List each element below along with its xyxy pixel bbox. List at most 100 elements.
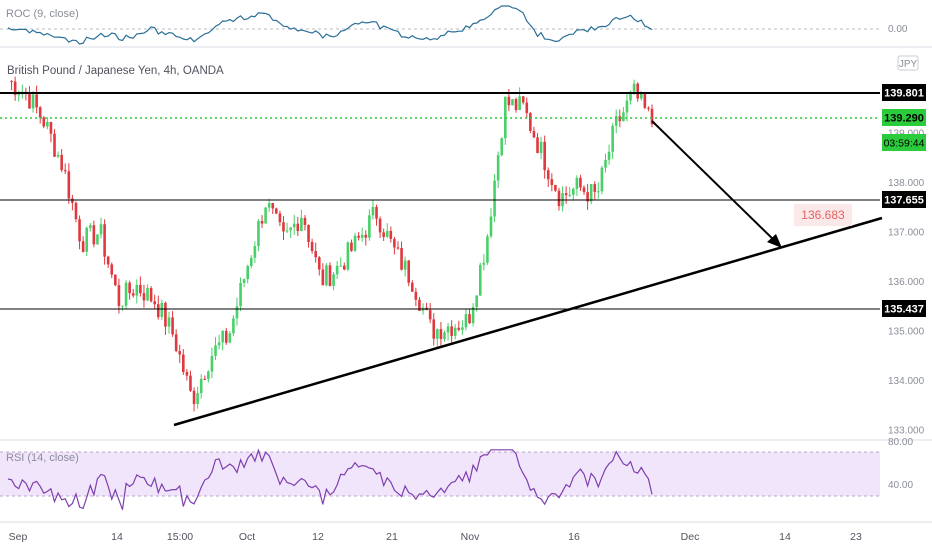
candle-down [321,263,325,286]
candle-up [607,144,611,165]
candle-body [267,203,271,208]
candle-body [428,310,432,320]
currency-badge-box[interactable] [897,55,919,71]
price-tick-label: 137.000 [888,228,925,239]
candle-down [275,207,278,215]
candle-body [418,299,421,311]
candle-down [174,329,178,353]
candle-down [110,262,114,279]
projection-arrow-line[interactable] [651,120,779,245]
candle-up [589,184,593,205]
candle-body [586,192,589,202]
price-tick-label: 135.000 [888,327,925,338]
candle-body [611,125,614,152]
candle-body [564,193,568,196]
ascending-trendline[interactable] [173,216,883,427]
candle-up [196,386,199,409]
candle-body [446,326,450,333]
candle-body [478,264,482,296]
time-tick-label: Dec [681,531,700,543]
candle-body [10,80,13,82]
candle-body [60,154,63,171]
candle-up [575,175,579,196]
candlestick-series [10,76,654,412]
candle-body [275,208,278,214]
candle-body [192,390,196,404]
candle-body [253,245,257,258]
candle-body [135,284,139,296]
candle-down [439,322,443,348]
candle-down [117,278,121,314]
candle-body [239,282,242,307]
candle-down [224,327,228,345]
candle-up [471,303,475,327]
candle-body [203,378,207,380]
candle-body [575,177,579,189]
candle-up [221,330,224,351]
candle-up [500,137,504,157]
candle-body [124,282,128,306]
candle-up [482,254,486,271]
price-axis-ticks: 139.000138.000137.000136.000135.000134.0… [888,129,925,437]
candle-body [114,274,117,286]
candle-up [253,241,257,263]
currency-badge[interactable]: JPY [899,59,918,70]
candle-up [285,222,289,234]
candle-body [393,238,396,248]
candle-body [149,287,153,302]
candle-body [242,279,246,283]
candle-up [371,200,375,220]
time-axis[interactable]: Sep 14 15:00 Oct 12 21 Nov 16 Dec 14 23 [9,531,862,543]
candle-down [550,173,554,192]
candle-up [232,315,235,337]
candle-body [468,314,471,324]
candle-body [335,265,339,275]
price-tick-label: 134.000 [888,376,925,387]
candle-up [135,279,139,304]
candle-down [554,184,557,192]
candle-up [325,263,328,287]
candle-body [81,241,85,252]
candle-body [432,319,436,339]
candle-body [343,265,346,270]
candle-body [618,116,622,122]
candle-up [160,299,164,320]
candle-up [511,99,514,106]
candle-down [328,262,332,287]
candle-down [178,344,182,364]
resistance-price-badge: 139.801 [884,88,924,100]
candle-body [360,234,364,238]
last-price-badge: 139.290 [884,113,924,125]
candle-body [579,177,582,188]
candle-body [189,375,192,391]
candle-body [164,302,167,327]
candle-up [257,219,260,252]
candle-body [178,351,182,355]
candle-body [278,213,282,223]
candle-body [78,219,81,242]
price-tick-label: 133.000 [888,426,925,437]
candle-body [235,306,239,319]
candle-up [353,232,357,252]
candle-body [67,171,71,199]
price-axis[interactable]: JPY 139.000138.000137.000136.000135.0001… [882,55,926,437]
candle-body [554,184,557,191]
candle-body [321,269,325,286]
candle-body [629,91,632,101]
candle-up [167,311,171,334]
candle-body [650,108,654,125]
candle-body [450,326,453,336]
candle-body [368,215,371,238]
candle-body [493,180,496,217]
candle-up [335,261,339,279]
candle-body [403,260,407,270]
candle-up [246,264,250,284]
candle-body [264,207,267,224]
candle-up [199,374,203,399]
candle-down [310,238,314,254]
candle-up [21,84,24,99]
candle-body [282,222,285,232]
candle-body [106,256,110,265]
candle-down [586,183,589,210]
